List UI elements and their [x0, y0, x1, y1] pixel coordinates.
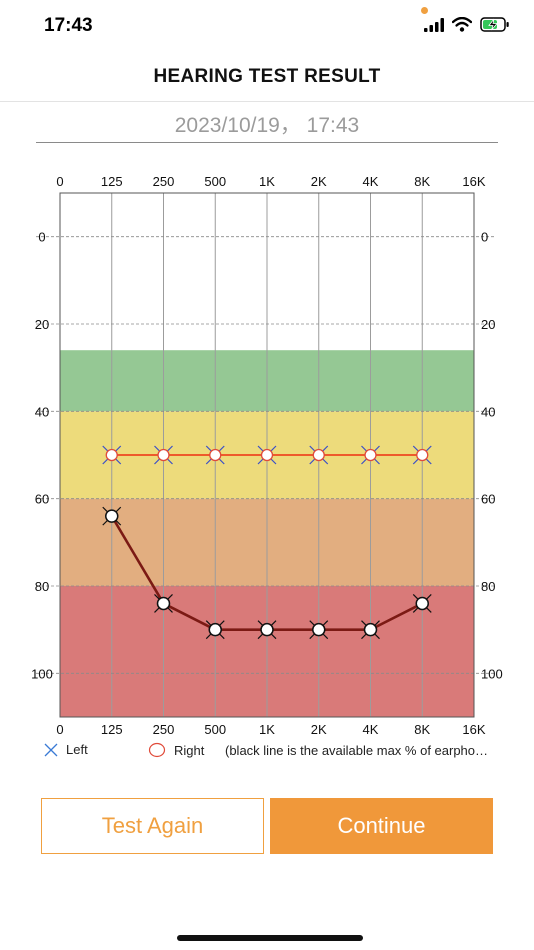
battery-charging-icon [480, 17, 509, 32]
x-marker-icon [44, 743, 58, 756]
x-tick-label: 250 [153, 722, 175, 737]
x-tick-label: 4K [363, 174, 379, 189]
legend-left-label: Left [66, 742, 88, 757]
x-tick-label: 500 [204, 174, 226, 189]
test-again-button[interactable]: Test Again [41, 798, 264, 854]
data-point-right [105, 509, 119, 523]
data-point-right [363, 622, 378, 637]
status-icons [424, 17, 510, 32]
data-point-right [260, 622, 274, 637]
y-tick-label: 40 [481, 404, 495, 419]
data-point-right-ref [312, 448, 325, 462]
y-tick-label: 20 [481, 317, 495, 332]
cellular-signal-icon [424, 17, 444, 32]
legend-note: (black line is the available max % of ea… [225, 743, 495, 758]
date-underline [36, 142, 498, 143]
circle-marker-icon [148, 742, 166, 758]
data-point-right-ref [416, 448, 429, 462]
legend-left: Left [44, 742, 88, 757]
data-point-right [415, 596, 429, 611]
header-divider [0, 101, 534, 102]
data-point-right-ref [364, 448, 377, 462]
y-tick-label: 60 [481, 492, 495, 507]
y-tick-label: 60 [35, 492, 49, 507]
data-point-right-ref [260, 448, 274, 462]
data-point-right [312, 622, 326, 637]
wifi-icon [452, 17, 472, 32]
x-tick-label: 8K [414, 722, 430, 737]
privacy-indicator-dot [421, 7, 428, 14]
continue-button[interactable]: Continue [270, 798, 493, 854]
plot-border [59, 192, 475, 718]
x-tick-label: 16K [462, 722, 485, 737]
x-tick-label: 1K [259, 174, 275, 189]
x-tick-label: 1K [259, 722, 275, 737]
x-tick-label: 8K [414, 174, 430, 189]
legend-right: Right [148, 742, 204, 758]
x-tick-label: 4K [363, 722, 379, 737]
chart-legend: Left Right (black line is the available … [0, 742, 534, 764]
status-bar: 17:43 [0, 0, 534, 56]
x-tick-label: 125 [101, 722, 123, 737]
data-point-right [208, 622, 222, 637]
data-point-right [156, 596, 171, 611]
y-tick-label: 80 [35, 579, 49, 594]
legend-right-label: Right [174, 742, 205, 758]
data-point-right-ref [209, 448, 222, 462]
y-tick-label: 20 [35, 317, 49, 332]
audiogram-chart: 0 0 125 125 250 250 500 500 1K 1K 2K 2K 4K 4K 8K 8K 16K 1… [31, 174, 503, 737]
x-tick-label: 0 [56, 174, 63, 189]
home-indicator [177, 935, 363, 941]
status-time: 17:43 [44, 15, 93, 36]
test-date: 2023/10/19， 17:43 [174, 114, 360, 137]
x-tick-label: 0 [56, 722, 63, 737]
data-point-right-ref [105, 448, 118, 462]
x-tick-label: 2K [311, 722, 327, 737]
y-tick-label: 100 [481, 666, 503, 681]
x-tick-label: 500 [204, 722, 226, 737]
page-title: HEARING TEST RESULT [153, 66, 381, 87]
x-tick-label: 2K [311, 174, 327, 189]
y-tick-label: 0 [481, 230, 488, 245]
x-tick-label: 250 [153, 174, 175, 189]
x-tick-label: 125 [101, 174, 123, 189]
x-tick-label: 16K [462, 174, 485, 189]
data-point-right-ref [157, 448, 170, 462]
y-tick-label: 80 [481, 579, 495, 594]
y-tick-label: 0 [38, 230, 45, 245]
y-tick-label: 40 [35, 404, 49, 419]
y-tick-label: 100 [31, 666, 53, 681]
